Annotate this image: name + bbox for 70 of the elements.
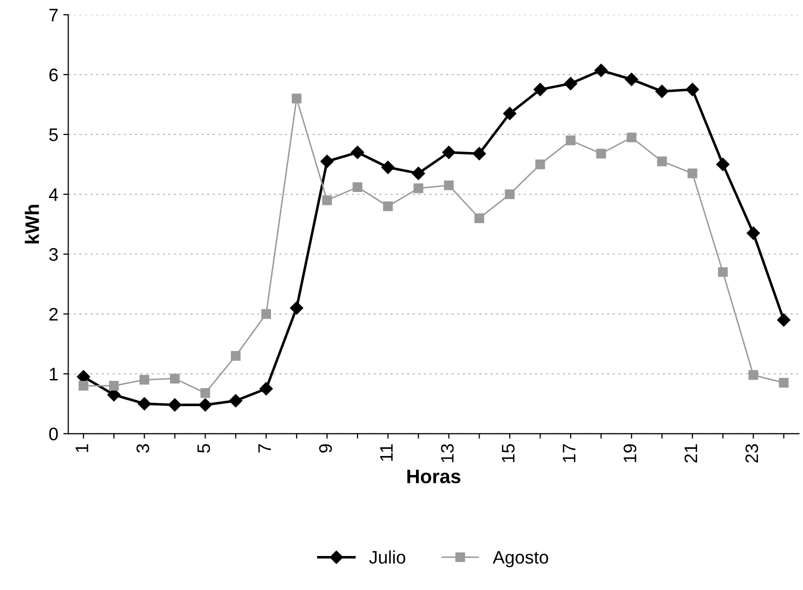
x-tick-label: 7: [258, 444, 271, 452]
point: [444, 180, 454, 190]
x-tick-label: 15: [502, 444, 515, 462]
point: [535, 159, 546, 170]
y-tick-label: 5: [49, 128, 58, 142]
point: [596, 148, 606, 158]
y-tick-label: 1: [50, 368, 58, 380]
x-tick-label: 3: [136, 444, 150, 453]
point: [474, 213, 484, 224]
point: [322, 195, 332, 206]
point: [260, 382, 273, 396]
y-tick-label: 6: [49, 68, 58, 82]
point: [564, 76, 578, 90]
point: [290, 301, 304, 315]
x-tick-label: 13: [440, 444, 454, 462]
point: [626, 132, 636, 142]
y-tick-label: 4: [48, 188, 58, 201]
point: [230, 350, 241, 361]
point: [655, 84, 669, 98]
y-tick-label: 2: [49, 308, 58, 321]
y-axis-title: kWh: [24, 204, 39, 244]
point: [261, 309, 272, 319]
y-tick-label: 3: [49, 248, 58, 261]
x-tick-label: 17: [562, 444, 576, 462]
x-tick-label: 1: [76, 444, 88, 452]
point: [442, 146, 456, 159]
point: [778, 378, 789, 388]
point: [352, 182, 362, 192]
point: [109, 380, 119, 391]
point: [686, 82, 700, 96]
point: [383, 201, 393, 212]
point: [229, 394, 242, 408]
x-tick-label: 11: [380, 444, 393, 461]
point: [503, 106, 516, 120]
point: [350, 146, 364, 159]
point: [78, 380, 88, 391]
point: [777, 313, 790, 327]
legend-label: Agosto: [492, 551, 548, 568]
legend-label: Julio: [369, 550, 406, 564]
point: [170, 374, 180, 384]
point: [534, 82, 547, 96]
point: [292, 94, 302, 104]
point: [200, 388, 210, 398]
point: [594, 64, 608, 77]
x-tick-label: 23: [745, 444, 758, 463]
point: [320, 154, 334, 168]
point: [566, 136, 576, 146]
point: [381, 160, 395, 174]
x-tick-label: 19: [624, 444, 636, 462]
point: [412, 166, 425, 180]
point: [140, 374, 150, 385]
point: [198, 398, 212, 412]
point: [168, 398, 182, 412]
x-tick-label: 9: [319, 444, 332, 453]
y-tick-label: 0: [49, 428, 58, 440]
point: [716, 158, 730, 171]
point: [414, 183, 424, 194]
x-axis-title: Horas: [407, 470, 460, 484]
x-tick-label: 21: [684, 444, 698, 463]
point: [688, 168, 698, 178]
point: [504, 189, 515, 200]
point: [472, 147, 486, 160]
point: [624, 72, 638, 86]
x-tick-label: 5: [198, 444, 210, 453]
point: [657, 156, 667, 166]
point: [746, 226, 760, 240]
point: [748, 370, 758, 380]
point: [138, 397, 151, 410]
point: [718, 267, 728, 277]
y-tick-label: 7: [49, 8, 58, 22]
